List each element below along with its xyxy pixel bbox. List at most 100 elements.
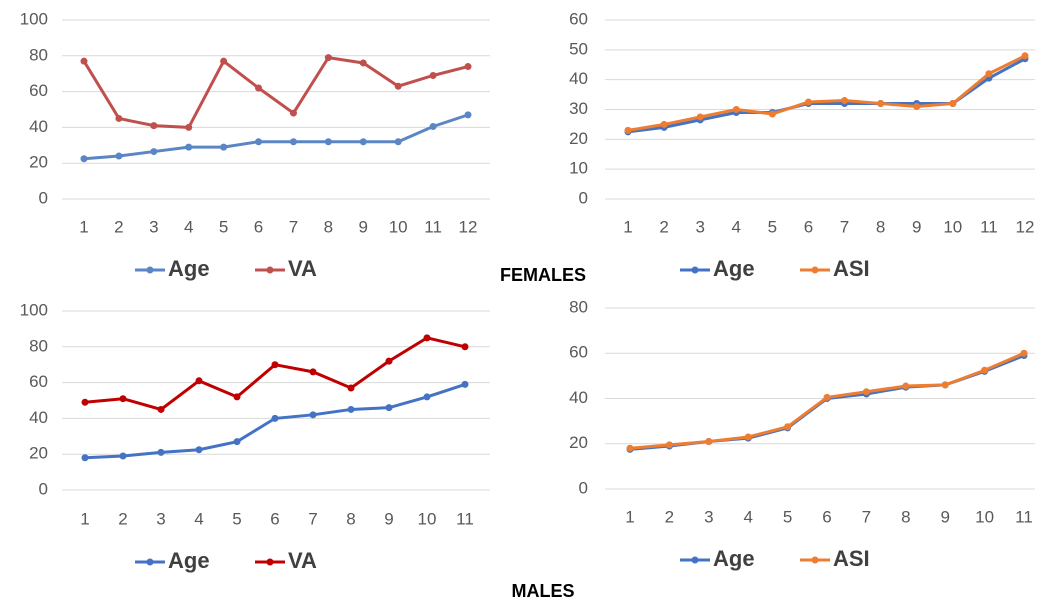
point (220, 143, 228, 151)
point (81, 454, 89, 462)
point (271, 361, 279, 369)
point (195, 446, 203, 454)
x-tick-label: 1 (79, 217, 88, 236)
x-tick-label: 9 (912, 217, 921, 236)
x-tick-label: 4 (743, 507, 752, 526)
y-tick-label: 100 (20, 9, 48, 28)
point (841, 97, 849, 105)
x-tick-label: 1 (625, 507, 634, 526)
x-tick-label: 9 (359, 217, 368, 236)
y-tick-label: 20 (569, 433, 588, 452)
x-tick-label: 7 (862, 507, 871, 526)
legend-marker (811, 266, 819, 274)
point (309, 411, 317, 419)
point (119, 452, 127, 460)
point (461, 380, 469, 388)
y-tick-label: 0 (39, 479, 48, 498)
x-tick-label: 4 (194, 509, 203, 528)
point (1021, 52, 1029, 60)
section-label: FEMALES (500, 265, 586, 285)
point (423, 334, 431, 342)
point (705, 437, 713, 445)
point (394, 138, 402, 146)
y-tick-label: 10 (569, 159, 588, 178)
x-tick-label: 11 (424, 217, 442, 236)
legend-marker (691, 556, 699, 564)
point (981, 366, 989, 374)
y-tick-label: 60 (29, 81, 48, 100)
point (464, 63, 472, 71)
point (233, 438, 241, 446)
point (309, 368, 317, 376)
legend-marker (266, 266, 274, 274)
point (429, 71, 437, 79)
point (289, 138, 297, 146)
point (80, 155, 88, 163)
point (394, 82, 402, 90)
point (347, 405, 355, 413)
point (823, 393, 831, 401)
x-tick-label: 9 (940, 507, 949, 526)
point (255, 84, 263, 92)
y-tick-label: 50 (569, 39, 588, 58)
x-tick-label: 2 (114, 217, 123, 236)
x-tick-label: 1 (80, 509, 89, 528)
point (949, 100, 957, 108)
x-tick-label: 7 (289, 217, 298, 236)
legend-marker (266, 558, 274, 566)
point (81, 398, 89, 406)
x-tick-label: 2 (665, 507, 674, 526)
x-tick-label: 10 (943, 217, 962, 236)
x-tick-label: 11 (1015, 507, 1033, 526)
legend-marker (146, 266, 154, 274)
x-tick-label: 5 (783, 507, 792, 526)
legend-label: Age (713, 256, 755, 281)
x-tick-label: 9 (384, 509, 393, 528)
y-tick-label: 40 (29, 408, 48, 427)
x-tick-label: 3 (149, 217, 158, 236)
point (347, 384, 355, 392)
point (185, 143, 193, 151)
point (626, 444, 634, 452)
series-line (629, 354, 1025, 451)
y-tick-label: 40 (569, 388, 588, 407)
point (324, 138, 332, 146)
y-tick-label: 80 (29, 45, 48, 64)
x-tick-label: 5 (219, 217, 228, 236)
x-tick-label: 8 (901, 507, 910, 526)
x-tick-label: 2 (659, 217, 668, 236)
x-tick-label: 2 (118, 509, 127, 528)
y-tick-label: 60 (569, 9, 588, 28)
legend-label: VA (288, 256, 317, 281)
legend-marker (146, 558, 154, 566)
x-tick-label: 10 (975, 507, 994, 526)
point (157, 448, 165, 456)
point (696, 113, 704, 121)
point (359, 59, 367, 67)
point (359, 138, 367, 146)
point (862, 388, 870, 396)
y-tick-label: 20 (29, 444, 48, 463)
point (660, 120, 668, 128)
point (423, 393, 431, 401)
legend-label: VA (288, 548, 317, 573)
point (902, 382, 910, 390)
y-tick-label: 100 (20, 300, 48, 319)
point (157, 405, 165, 413)
x-tick-label: 3 (695, 217, 704, 236)
x-tick-label: 5 (768, 217, 777, 236)
point (804, 98, 812, 106)
point (385, 357, 393, 365)
y-tick-label: 0 (579, 478, 588, 497)
x-tick-label: 8 (876, 217, 885, 236)
legend-label: Age (168, 548, 210, 573)
series-line (84, 336, 466, 412)
point (150, 122, 158, 130)
point (877, 100, 885, 108)
point (289, 109, 297, 117)
y-tick-label: 60 (569, 343, 588, 362)
legend-label: Age (168, 256, 210, 281)
section-label: MALES (512, 581, 575, 601)
x-tick-label: 7 (840, 217, 849, 236)
